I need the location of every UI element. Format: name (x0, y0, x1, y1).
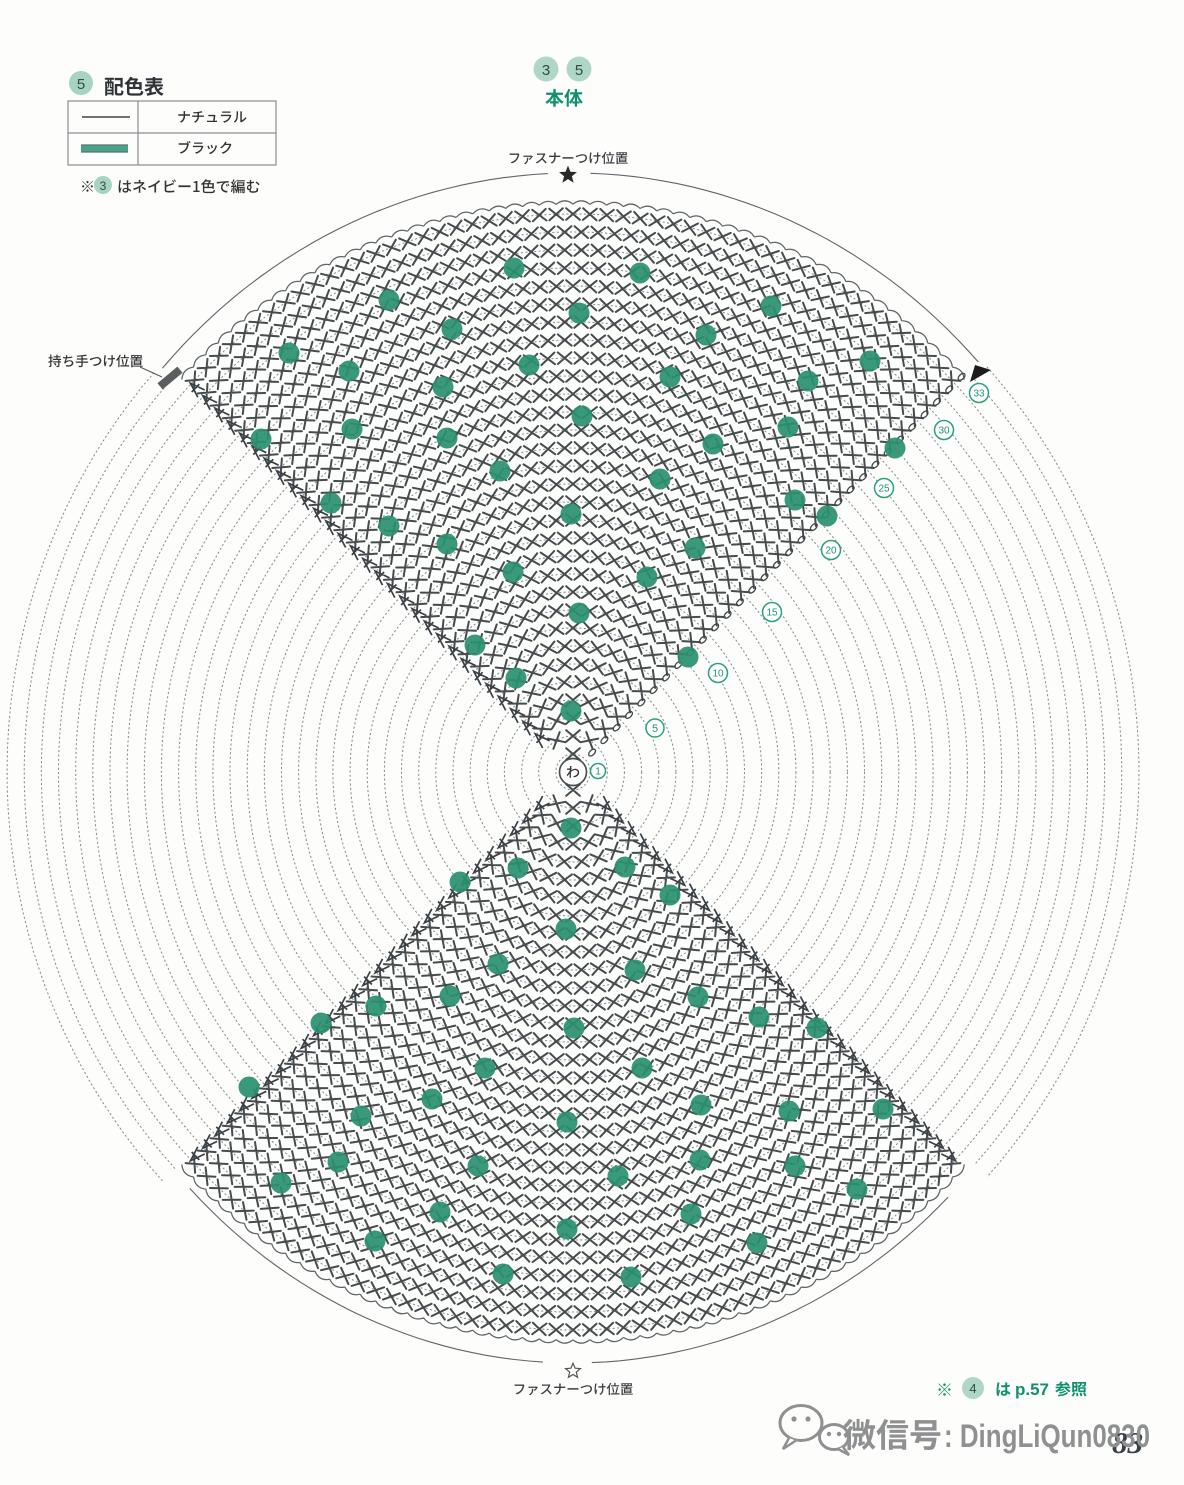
svg-text:10: 10 (712, 669, 724, 680)
svg-text:25: 25 (878, 484, 890, 495)
svg-text:5: 5 (77, 76, 85, 93)
svg-text:15: 15 (766, 608, 778, 619)
svg-text:5: 5 (652, 723, 658, 735)
svg-text:: DingLiQun0830: : DingLiQun0830 (944, 1418, 1150, 1454)
svg-text:4: 4 (969, 1381, 976, 1396)
svg-text:20: 20 (825, 546, 837, 557)
svg-text:83: 83 (1112, 1425, 1143, 1460)
svg-text:1: 1 (595, 767, 601, 778)
svg-text:30: 30 (938, 426, 950, 437)
svg-text:5: 5 (575, 62, 583, 79)
svg-text:33: 33 (973, 389, 985, 400)
svg-text:p.57: p.57 (1015, 1380, 1049, 1399)
svg-text:3: 3 (100, 179, 107, 193)
svg-text:3: 3 (542, 62, 550, 79)
